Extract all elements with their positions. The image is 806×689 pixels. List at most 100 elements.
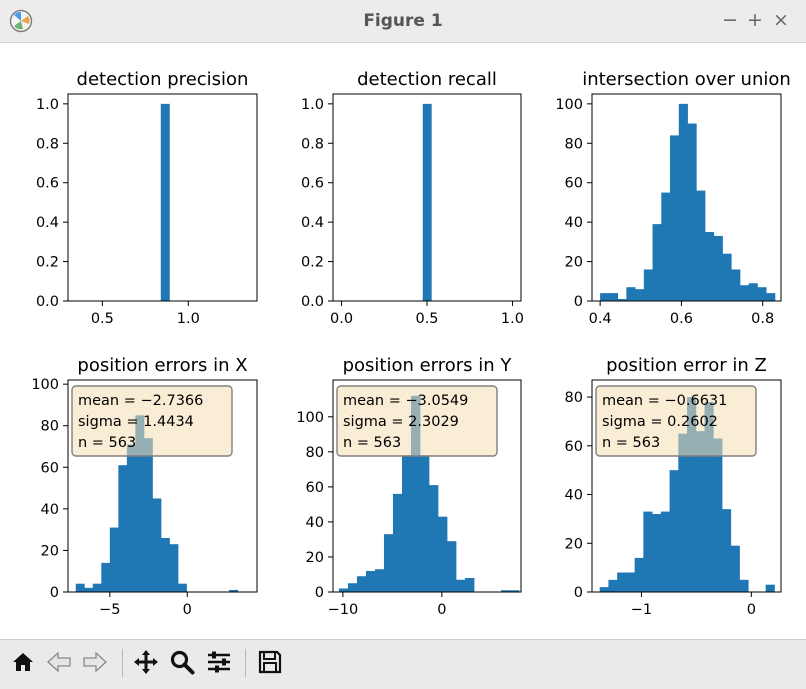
- navigation-toolbar: [0, 639, 806, 689]
- histogram-bar: [422, 103, 432, 301]
- y-tick-label: 80: [565, 390, 583, 406]
- histogram-bar: [731, 269, 741, 301]
- histogram-bar: [356, 576, 367, 592]
- y-tick-label: 60: [565, 176, 583, 192]
- y-tick-label: 40: [41, 502, 59, 518]
- histogram-bar: [126, 444, 136, 592]
- histogram-bar: [383, 534, 394, 592]
- y-tick-label: 0: [50, 585, 59, 601]
- histogram-bar: [757, 287, 767, 301]
- save-button[interactable]: [255, 647, 285, 677]
- y-tick-label: 0: [574, 585, 583, 601]
- y-tick-label: 20: [565, 255, 583, 271]
- y-tick-label: 1.0: [36, 97, 59, 113]
- histogram-bar: [419, 455, 430, 592]
- y-tick-label: 0.6: [36, 176, 59, 192]
- histogram-bar: [437, 516, 448, 592]
- subplot-title: intersection over union: [582, 69, 791, 90]
- matplotlib-app-icon: [9, 9, 33, 33]
- back-button[interactable]: [44, 647, 74, 677]
- y-tick-label: 20: [41, 543, 59, 559]
- zoom-button[interactable]: [167, 647, 197, 677]
- home-icon: [13, 653, 33, 671]
- stats-annotation-line: sigma = 0.2602: [602, 414, 718, 430]
- home-button[interactable]: [8, 647, 38, 677]
- y-tick-label: 0.2: [36, 255, 59, 271]
- y-tick-label: 40: [565, 215, 583, 231]
- y-tick-label: 0.2: [301, 255, 324, 271]
- configure-subplots-button[interactable]: [204, 647, 234, 677]
- histogram-bar: [713, 235, 723, 301]
- y-tick-label: 20: [565, 536, 583, 552]
- histogram-bar: [118, 465, 128, 592]
- axes-frame: [67, 93, 258, 302]
- x-tick-label: −5: [99, 602, 120, 618]
- histogram-bar: [652, 224, 662, 301]
- histogram-bar: [455, 579, 466, 592]
- y-tick-label: 0: [315, 585, 324, 601]
- histogram-bar: [374, 569, 385, 592]
- x-tick-label: 1.0: [177, 311, 200, 327]
- histogram-bar: [625, 572, 636, 592]
- histogram-bar: [669, 470, 679, 592]
- histogram-bar: [643, 269, 653, 301]
- magnifier-icon: [170, 650, 195, 675]
- histogram-bar: [101, 562, 111, 592]
- toolbar-separator: [245, 649, 246, 677]
- histogram-bar: [748, 283, 758, 301]
- histogram-bar: [730, 545, 740, 592]
- x-tick-label: 0.5: [415, 311, 438, 327]
- y-tick-label: 0.8: [36, 136, 59, 152]
- move-icon: [134, 650, 158, 674]
- y-tick-label: 60: [565, 439, 583, 455]
- histogram-bar: [661, 192, 671, 301]
- sliders-icon: [208, 651, 230, 673]
- subplot-title: detection recall: [357, 69, 497, 90]
- stats-annotation-line: n = 563: [602, 435, 660, 451]
- histogram-bar: [721, 509, 732, 592]
- close-button[interactable]: ×: [773, 9, 789, 31]
- histogram-bar: [135, 415, 145, 592]
- arrow-left-icon: [47, 651, 71, 673]
- histogram-bar: [678, 433, 688, 592]
- y-tick-label: 80: [306, 445, 324, 461]
- forward-button[interactable]: [80, 647, 110, 677]
- histogram-bar: [739, 285, 750, 301]
- histogram-bar: [626, 287, 636, 301]
- maximize-button[interactable]: +: [747, 9, 763, 31]
- minimize-button[interactable]: −: [722, 9, 738, 31]
- y-tick-label: 80: [565, 136, 583, 152]
- y-tick-label: 100: [296, 410, 324, 426]
- histogram-bar: [152, 498, 162, 592]
- y-tick-label: 0.0: [36, 294, 59, 310]
- histogram-bar: [75, 583, 85, 592]
- y-tick-label: 60: [41, 460, 59, 476]
- figure-canvas[interactable]: 0.5 1.0 0.0 0.2 0.4 0.6 0.8 1.0 detection precis…: [0, 43, 806, 639]
- stats-annotation-box: [71, 385, 233, 457]
- title-bar[interactable]: Figure 1 − + ×: [0, 0, 806, 43]
- histogram-bar: [608, 579, 618, 592]
- y-tick-label: 40: [306, 515, 324, 531]
- histogram-bar: [401, 455, 412, 592]
- histogram-bar: [160, 537, 170, 592]
- histogram-bar: [446, 541, 457, 592]
- histogram-bar: [704, 232, 715, 301]
- x-tick-label: 0.5: [91, 311, 114, 327]
- histogram-bar: [84, 587, 94, 592]
- histogram-bar: [739, 579, 749, 592]
- x-tick-label: 0: [183, 602, 192, 618]
- histogram-bar: [501, 590, 511, 592]
- stats-annotation-line: n = 563: [78, 435, 136, 451]
- x-tick-label: 0: [437, 602, 446, 618]
- subplot-title: position errors in Y: [343, 355, 513, 376]
- histogram-bar: [634, 557, 644, 592]
- y-tick-label: 0: [574, 294, 583, 310]
- x-tick-label: 0.4: [589, 311, 612, 327]
- histogram-bar: [696, 190, 706, 301]
- pan-button[interactable]: [131, 647, 161, 677]
- histogram-bar: [177, 583, 187, 592]
- histogram-bar: [687, 123, 697, 301]
- stats-annotation-line: sigma = 1.4434: [78, 414, 194, 430]
- y-tick-label: 0.6: [301, 176, 324, 192]
